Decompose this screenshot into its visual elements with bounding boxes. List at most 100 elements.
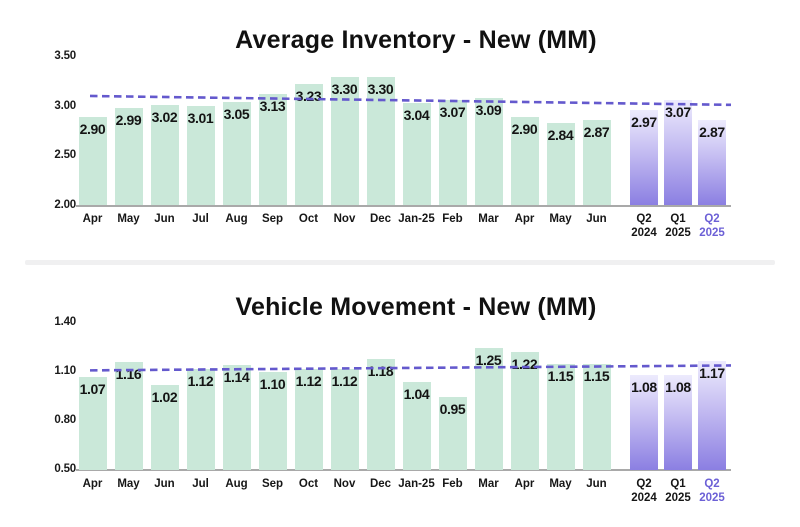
- x-axis-label-feb: Feb: [442, 213, 463, 225]
- quarter-label-line1: Q2: [636, 478, 652, 490]
- quarter-bar-q1-2025: 1.08: [664, 375, 692, 470]
- month-bar-jul: 3.01: [186, 105, 215, 206]
- x-axis-label-apr: Apr: [514, 478, 535, 490]
- bar-value-label: 3.02: [151, 108, 178, 125]
- average-inventory-chart-title: Average Inventory - New (MM): [235, 26, 597, 54]
- x-axis-label-sep: Sep: [261, 478, 284, 490]
- bar-value-label: 1.12: [187, 372, 214, 389]
- month-bar-may: 2.84: [546, 122, 575, 206]
- bar-value-label: 3.07: [665, 103, 691, 120]
- x-axis-label-oct: Oct: [298, 478, 319, 490]
- quarter-label-line1: Q2: [704, 213, 720, 225]
- x-axis-label-aug: Aug: [225, 213, 248, 225]
- quarter-bar-q2-2024: 2.97: [630, 109, 658, 206]
- x-axis-label-q2-2025: Q2 2025: [682, 213, 742, 240]
- x-axis-label-oct: Oct: [298, 213, 319, 225]
- bar-value-label: 2.97: [631, 113, 657, 130]
- bar-value-label: 2.87: [699, 123, 725, 140]
- quarter-label-line1: Q1: [670, 478, 686, 490]
- x-axis-label-jul: Jul: [192, 213, 209, 225]
- bar-value-label: 1.08: [665, 379, 691, 396]
- bar-value-label: 1.16: [115, 366, 142, 383]
- bar-value-label: 2.90: [79, 120, 106, 137]
- quarter-bar-q1-2025: 3.07: [664, 99, 692, 206]
- month-bar-jun: 2.87: [582, 119, 611, 206]
- month-bar-apr: 2.90: [78, 116, 107, 206]
- y-axis-tick-label: 2.00: [54, 198, 76, 211]
- bar-value-label: 3.04: [403, 106, 430, 123]
- section-divider: [25, 260, 775, 265]
- y-axis-tick-label: 3.00: [54, 99, 76, 112]
- month-bar-nov: 1.12: [330, 368, 359, 470]
- month-bar-may: 2.99: [114, 107, 143, 206]
- bar-value-label: 1.10: [259, 376, 286, 392]
- bar-value-label: 3.09: [475, 101, 502, 118]
- y-axis-tick-label: 3.50: [54, 50, 76, 63]
- x-axis-label-jan-25: Jan-25: [398, 213, 435, 225]
- month-bar-jan-25: 1.04: [402, 381, 431, 470]
- bar-value-label: 1.15: [547, 367, 574, 384]
- x-axis-label-may: May: [117, 478, 140, 490]
- bar-value-label: 1.12: [331, 372, 358, 389]
- quarter-label-line2: 2025: [665, 226, 691, 239]
- month-bar-dec: 1.18: [366, 358, 395, 470]
- x-axis-label-q2-2024: Q2 2024: [614, 478, 674, 505]
- x-axis-label-nov: Nov: [333, 478, 356, 490]
- vehicle-movement-chart: Vehicle Movement - New (MM) 1.40 1.10 0.80…: [0, 263, 800, 527]
- month-bar-jun: 1.02: [150, 385, 179, 470]
- bar-value-label: 1.25: [475, 351, 502, 368]
- bar-value-label: 2.87: [583, 123, 610, 140]
- month-bar-may: 1.16: [114, 362, 143, 470]
- quarter-label-line2: 2025: [665, 491, 691, 504]
- vehicle-movement-chart-title: Vehicle Movement - New (MM): [235, 293, 597, 321]
- month-bar-sep: 1.10: [258, 372, 287, 470]
- x-axis-line: [76, 469, 731, 471]
- x-axis-label-q2-2024: Q2 2024: [614, 213, 674, 240]
- bar-value-label: 2.90: [511, 120, 538, 137]
- month-bar-jul: 1.12: [186, 368, 215, 470]
- bar-value-label: 1.15: [583, 367, 610, 384]
- x-axis-line: [76, 204, 731, 207]
- x-axis-label-jan-25: Jan-25: [398, 478, 435, 490]
- bar-value-label: 3.07: [439, 103, 466, 120]
- bar-value-label: 1.07: [79, 380, 106, 397]
- bar-value-label: 1.08: [631, 379, 657, 396]
- x-axis-label-q2-2025: Q2 2025: [682, 478, 742, 505]
- y-axis-tick-label: 1.40: [54, 316, 76, 328]
- bar-value-label: 1.17: [699, 364, 725, 381]
- month-bar-mar: 3.09: [474, 97, 503, 206]
- bar-value-label: 3.01: [187, 109, 214, 126]
- quarter-label-line2: 2025: [699, 491, 725, 504]
- quarter-label-line1: Q1: [670, 213, 686, 225]
- x-axis-label-nov: Nov: [333, 213, 356, 225]
- month-bar-jun: 3.02: [150, 104, 179, 206]
- bar-value-label: 1.04: [403, 385, 430, 402]
- x-axis-label-jun: Jun: [586, 478, 607, 490]
- quarter-label-line2: 2024: [631, 226, 657, 239]
- x-axis-label-apr: Apr: [82, 213, 103, 225]
- bar-value-label: 2.84: [547, 126, 574, 143]
- quarter-bar-q2-2025: 2.87: [698, 119, 726, 206]
- y-axis-tick-label: 1.10: [54, 365, 76, 377]
- x-axis-label-may: May: [117, 213, 140, 225]
- bar-value-label: 0.95: [439, 400, 466, 417]
- y-axis-tick-label: 0.50: [54, 463, 76, 475]
- x-axis-label-feb: Feb: [442, 478, 463, 490]
- month-bar-sep: 3.13: [258, 94, 287, 206]
- y-axis-tick-label: 2.50: [54, 149, 76, 162]
- x-axis-label-sep: Sep: [261, 213, 284, 225]
- month-bar-aug: 3.05: [222, 101, 251, 206]
- quarter-label-line1: Q2: [704, 478, 720, 490]
- month-bar-oct: 3.23: [294, 84, 323, 206]
- x-axis-label-jun: Jun: [154, 478, 175, 490]
- month-bar-may: 1.15: [546, 363, 575, 470]
- quarter-label-line2: 2025: [699, 226, 725, 239]
- month-bar-feb: 3.07: [438, 99, 467, 206]
- average-inventory-chart: Average Inventory - New (MM) 3.50 3.00 2.5…: [0, 0, 800, 263]
- quarter-label-line2: 2024: [631, 491, 657, 504]
- x-axis-label-dec: Dec: [369, 478, 392, 490]
- month-bar-dec: 3.30: [366, 77, 395, 206]
- x-axis-label-may: May: [549, 478, 572, 490]
- month-bar-oct: 1.12: [294, 368, 323, 470]
